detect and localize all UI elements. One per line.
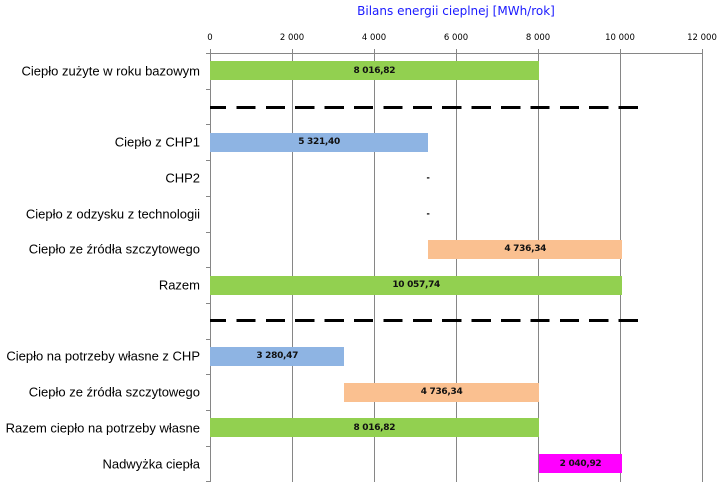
- bar-value-label: 4 736,34: [420, 387, 463, 398]
- bar-value-label: 8 016,82: [353, 422, 396, 433]
- gridline: [538, 53, 539, 482]
- y-tick-mark: [206, 410, 210, 411]
- x-tick-label: 12 000: [687, 33, 717, 43]
- bar: 3 280,47: [210, 346, 345, 366]
- bar-value-label: 4 736,34: [504, 244, 547, 255]
- y-tick-mark: [206, 232, 210, 233]
- chart-title: Bilans energii cieplnej [MWh/rok]: [357, 4, 555, 18]
- category-label: Ciepło ze źródła szczytowego: [28, 384, 200, 400]
- y-tick-mark: [206, 196, 210, 197]
- category-label: Ciepło na potrzeby własne z CHP: [6, 348, 200, 364]
- x-tick-label: 2 000: [279, 33, 305, 43]
- x-tick-label: 0: [207, 33, 213, 43]
- dashed-separator-2: [210, 319, 646, 322]
- bar: 4 736,34: [428, 239, 623, 259]
- x-tick-mark: [292, 49, 293, 53]
- bar-value-label: 3 280,47: [256, 351, 299, 362]
- gridline: [702, 53, 703, 482]
- y-tick-mark: [206, 481, 210, 482]
- y-tick-mark: [206, 446, 210, 447]
- bar: 8 016,82: [210, 418, 539, 438]
- x-tick-mark: [538, 49, 539, 53]
- x-axis-line: [210, 53, 703, 54]
- bar: 8 016,82: [210, 61, 539, 81]
- bar: 5 321,40: [210, 132, 429, 152]
- gridline: [620, 53, 621, 482]
- bar: 4 736,34: [344, 382, 539, 402]
- y-tick-mark: [206, 53, 210, 54]
- x-tick-mark: [620, 49, 621, 53]
- empty-value-label: -: [426, 172, 430, 184]
- category-label: Ciepło z CHP1: [114, 134, 200, 150]
- empty-value-label: -: [426, 208, 430, 220]
- category-label: Razem: [158, 277, 200, 293]
- y-tick-mark: [206, 339, 210, 340]
- y-tick-mark: [206, 89, 210, 90]
- category-label: Nadwyżka ciepła: [102, 456, 200, 472]
- y-tick-mark: [206, 124, 210, 125]
- category-label: Ciepło zużyte w roku bazowym: [21, 63, 200, 79]
- x-tick-label: 6 000: [443, 33, 469, 43]
- bar-value-label: 2 040,92: [559, 458, 602, 469]
- gridline: [292, 53, 293, 482]
- category-label: Ciepło ze źródła szczytowego: [28, 241, 200, 257]
- gridline: [374, 53, 375, 482]
- y-tick-mark: [206, 374, 210, 375]
- category-label: Ciepło z odzysku z technologii: [25, 206, 200, 222]
- x-tick-mark: [374, 49, 375, 53]
- bar: 2 040,92: [538, 454, 623, 474]
- x-tick-mark: [456, 49, 457, 53]
- y-tick-mark: [206, 267, 210, 268]
- x-tick-mark: [702, 49, 703, 53]
- x-tick-label: 4 000: [361, 33, 387, 43]
- bar-value-label: 10 057,74: [392, 280, 441, 291]
- gridline: [456, 53, 457, 482]
- x-tick-label: 8 000: [525, 33, 551, 43]
- x-tick-label: 10 000: [605, 33, 635, 43]
- y-tick-mark: [206, 160, 210, 161]
- bar: 10 057,74: [210, 275, 623, 295]
- category-label: Razem ciepło na potrzeby własne: [5, 420, 200, 436]
- dashed-separator-1: [210, 106, 646, 109]
- bar-value-label: 5 321,40: [298, 137, 340, 148]
- y-tick-mark: [206, 303, 210, 304]
- category-label: CHP2: [165, 170, 200, 186]
- bar-value-label: 8 016,82: [353, 65, 396, 76]
- y-axis-line: [210, 49, 211, 482]
